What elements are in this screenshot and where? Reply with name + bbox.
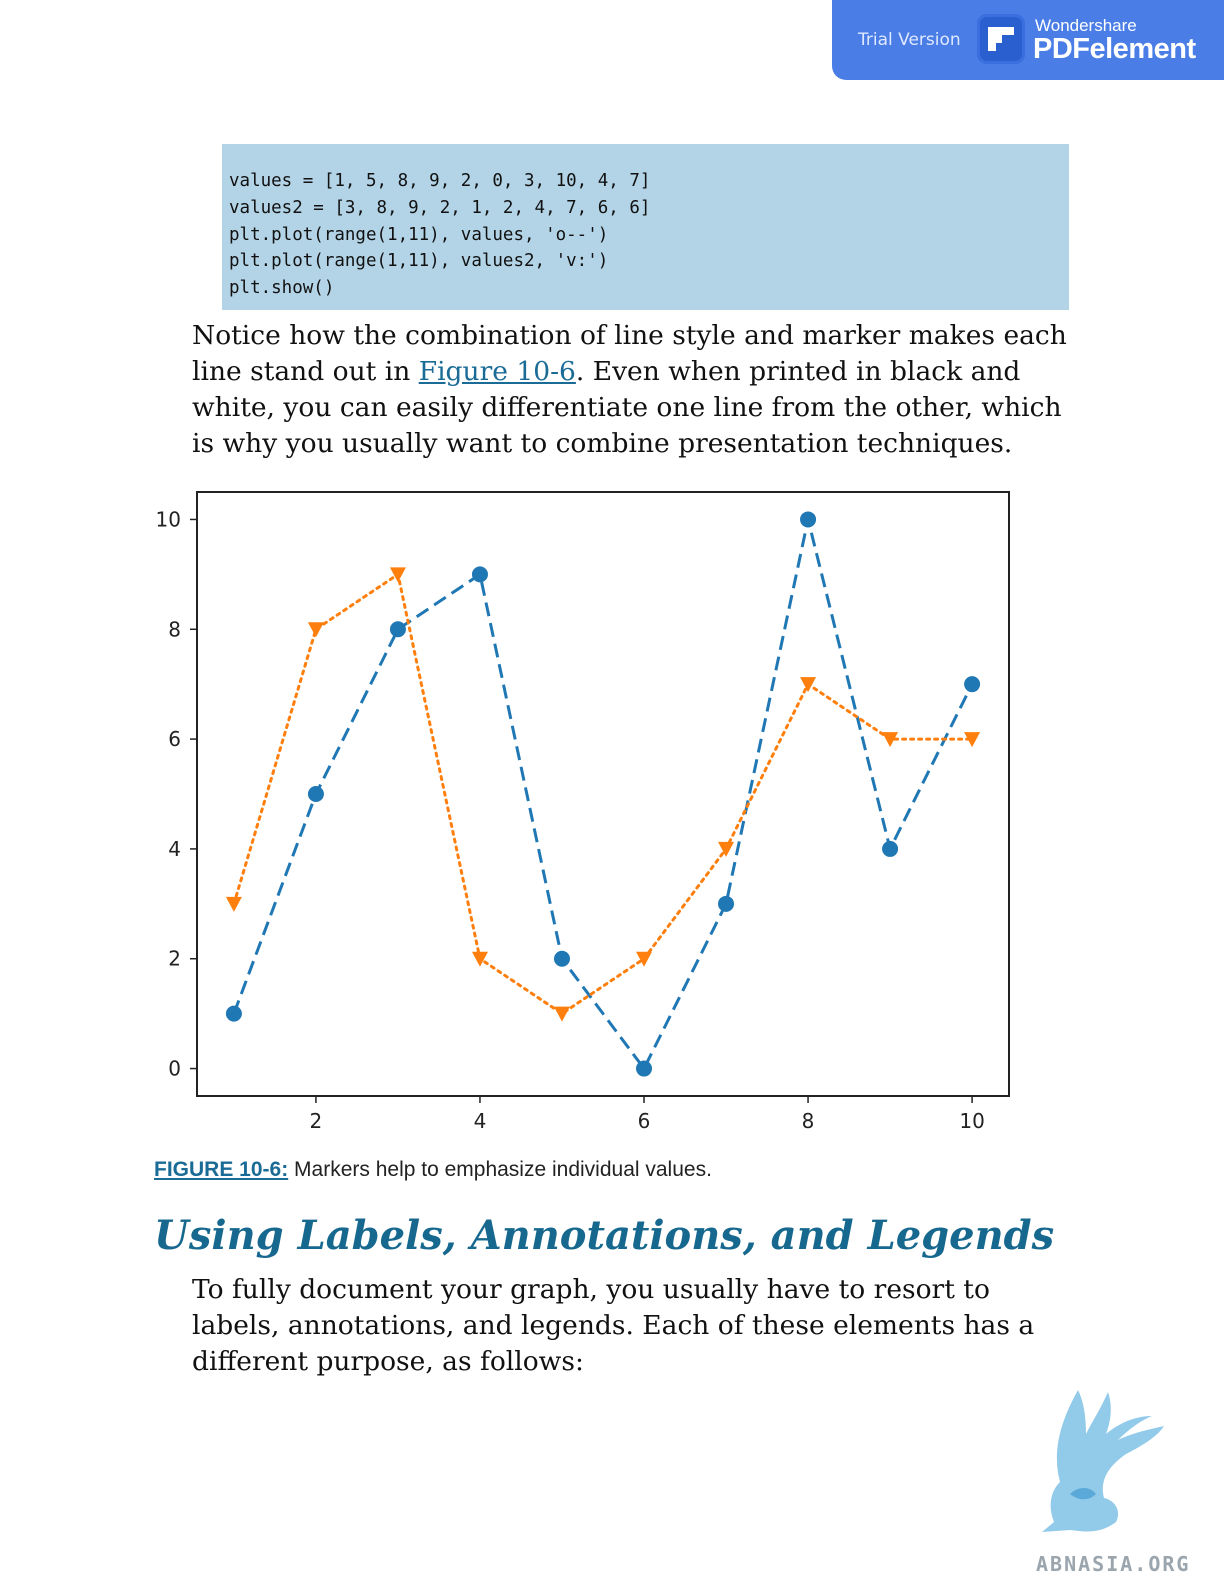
x-tick-label: 6 [638, 1109, 651, 1133]
series-1-point [553, 950, 570, 967]
figure-caption-text: Markers help to emphasize individual val… [288, 1158, 712, 1181]
y-tick-label: 10 [156, 507, 181, 531]
series-1-point [718, 895, 735, 912]
pdfelement-logo-icon [977, 14, 1025, 64]
code-block: values = [1, 5, 8, 9, 2, 0, 3, 10, 4, 7]… [222, 144, 1069, 310]
code-line: plt.plot(range(1,11), values2, 'v:') [229, 251, 609, 271]
paragraph-text: . Even when printed in black and white, … [192, 356, 1062, 459]
series-1-point [964, 676, 981, 693]
y-tick-label: 2 [168, 947, 181, 971]
code-line: plt.show() [229, 278, 335, 298]
series-1-point [225, 1005, 242, 1022]
series-2-point [636, 951, 653, 967]
paragraph-text: Notice how the combination of line style… [192, 320, 1067, 387]
x-tick-label: 8 [802, 1109, 815, 1133]
trial-banner[interactable]: Trial Version Wondershare PDFelement [832, 0, 1224, 80]
figure-caption: FIGURE 10-6: Markers help to emphasize i… [154, 1158, 712, 1182]
code-line: plt.plot(range(1,11), values, 'o--') [229, 225, 609, 245]
y-tick-label: 0 [168, 1057, 181, 1081]
code-line: values = [1, 5, 8, 9, 2, 0, 3, 10, 4, 7] [229, 171, 651, 191]
griffin-watermark-icon [1042, 1390, 1164, 1532]
series-2-point [307, 622, 324, 638]
x-tick-label: 4 [474, 1109, 487, 1133]
x-tick-label: 10 [959, 1109, 984, 1133]
brand-wondershare: Wondershare [1035, 16, 1137, 35]
series-1-point [389, 621, 406, 638]
brand-pdfelement: PDFelement [1033, 33, 1196, 65]
figure-link[interactable]: Figure 10-6 [418, 356, 576, 387]
series-2-point [389, 567, 406, 583]
series-2-point [225, 896, 242, 912]
series-2-point [882, 732, 899, 748]
series-2-point [718, 841, 735, 857]
y-tick-label: 6 [168, 727, 181, 751]
section-heading: Using Labels, Annotations, and Legends [154, 1212, 1055, 1259]
series-2-point [964, 732, 981, 748]
series-1-point [882, 840, 899, 857]
line-chart: 2 4 6 8 10 0 2 4 6 8 10 [156, 491, 1010, 1133]
trial-version-label: Trial Version [858, 30, 961, 50]
series-2-point [800, 677, 817, 693]
series-1-point [800, 511, 817, 528]
series-2-point [553, 1006, 570, 1022]
body-paragraph: To fully document your graph, you usuall… [192, 1274, 1035, 1377]
series-1-point [471, 566, 488, 583]
series-1-point [636, 1060, 653, 1077]
series-2-line [232, 571, 974, 1016]
series-1-line [232, 519, 974, 1072]
x-tick-label: 2 [310, 1109, 323, 1133]
y-tick-label: 4 [168, 837, 181, 861]
series-1-point [307, 786, 324, 802]
plot-frame [196, 491, 1010, 1097]
y-tick-label: 8 [168, 617, 181, 641]
watermark-text: ABNASIA.ORG [1036, 1552, 1191, 1576]
series-2-point [471, 951, 488, 967]
figure-caption-label[interactable]: FIGURE 10-6: [154, 1158, 289, 1181]
code-line: values2 = [3, 8, 9, 2, 1, 2, 4, 7, 6, 6] [229, 198, 651, 218]
body-paragraph: Notice how the combination of line style… [192, 318, 1072, 462]
